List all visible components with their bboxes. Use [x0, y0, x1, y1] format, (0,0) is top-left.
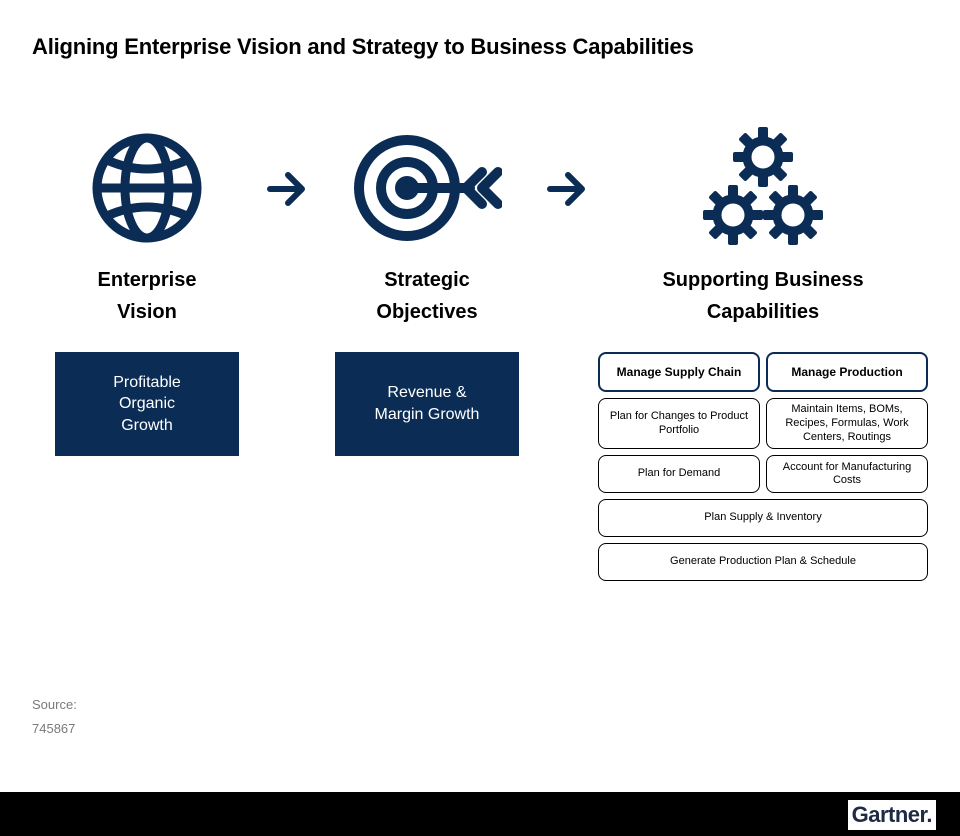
capability-box: Account for Manufacturing Costs: [766, 455, 928, 493]
capabilities-grid: Manage Supply Chain Manage Production Pl…: [598, 352, 928, 581]
brand-logo: Gartner.: [848, 800, 936, 830]
capability-box: Generate Production Plan & Schedule: [598, 543, 928, 581]
vision-box: Profitable Organic Growth: [55, 352, 239, 456]
column-vision-label: Enterprise Vision: [98, 264, 197, 328]
capability-header: Manage Production: [766, 352, 928, 392]
globe-icon: [87, 118, 207, 258]
column-capabilities-label: Supporting Business Capabilities: [662, 264, 863, 328]
page-title: Aligning Enterprise Vision and Strategy …: [32, 34, 694, 60]
column-vision: Enterprise Vision Profitable Organic Gro…: [32, 118, 262, 456]
source-id: 745867: [32, 717, 77, 742]
target-arrow-icon: [352, 118, 502, 258]
column-objectives-label: Strategic Objectives: [376, 264, 477, 328]
capability-box: Plan Supply & Inventory: [598, 499, 928, 537]
source-text: Source: 745867: [32, 693, 77, 742]
arrow-icon: [262, 118, 312, 212]
gears-icon: [688, 118, 838, 258]
column-objectives: Strategic Objectives Revenue & Margin Gr…: [312, 118, 542, 456]
objectives-box: Revenue & Margin Growth: [335, 352, 519, 456]
footer-bar: [0, 792, 960, 836]
capability-header: Manage Supply Chain: [598, 352, 760, 392]
source-label: Source:: [32, 693, 77, 718]
capability-box: Plan for Demand: [598, 455, 760, 493]
column-capabilities: Supporting Business Capabilities Manage …: [598, 118, 928, 581]
diagram-columns: Enterprise Vision Profitable Organic Gro…: [32, 118, 928, 581]
capability-box: Maintain Items, BOMs, Recipes, Formulas,…: [766, 398, 928, 449]
capability-box: Plan for Changes to Product Portfolio: [598, 398, 760, 449]
arrow-icon: [542, 118, 592, 212]
